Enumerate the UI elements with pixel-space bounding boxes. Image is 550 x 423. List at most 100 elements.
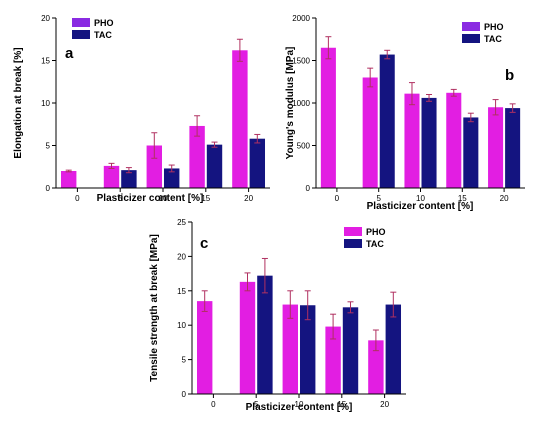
error-bar-tac-5 bbox=[384, 49, 391, 60]
error-bar-tac-5 bbox=[125, 167, 132, 174]
error-bar-tac-15 bbox=[211, 141, 218, 148]
panel-c-legend: PHO TAC bbox=[344, 227, 386, 249]
bar-pho-15 bbox=[189, 125, 205, 188]
error-bar-tac-15 bbox=[347, 301, 354, 314]
panel-b-legend-label-tac: TAC bbox=[484, 34, 502, 44]
bar-pho-20 bbox=[232, 50, 248, 188]
bar-pho-0 bbox=[196, 301, 213, 394]
error-bar-pho-10 bbox=[287, 290, 294, 319]
panel-b-bars bbox=[320, 36, 521, 188]
bar-tac-5 bbox=[121, 170, 137, 188]
x-tick-label: 15 bbox=[201, 194, 210, 203]
y-tick-label: 0 bbox=[182, 390, 187, 399]
error-bar-tac-10 bbox=[426, 94, 433, 102]
x-tick-label: 15 bbox=[458, 194, 467, 203]
error-bar-pho-15 bbox=[194, 115, 201, 137]
y-tick-label: 500 bbox=[297, 142, 311, 151]
panel-a-xlabel: Plasticizer content [%] bbox=[97, 193, 204, 204]
panel-b-xlabel: Plasticizer content [%] bbox=[367, 201, 474, 212]
y-tick-label: 1000 bbox=[292, 99, 310, 108]
bar-tac-20 bbox=[385, 304, 402, 394]
y-tick-label: 0 bbox=[46, 184, 51, 193]
panel-b-ticks: 0 500 1000 1500 2000 0 5 10 15 20 bbox=[292, 14, 509, 203]
panel-c-ylabel: Tensile strength at break [MPa] bbox=[149, 234, 160, 382]
y-tick-label: 15 bbox=[41, 57, 50, 66]
error-bar-tac-20 bbox=[254, 133, 261, 144]
x-tick-label: 20 bbox=[500, 194, 509, 203]
bar-tac-20 bbox=[505, 108, 521, 188]
panel-a-legend: PHO TAC bbox=[72, 18, 114, 40]
error-bar-pho-20 bbox=[492, 99, 499, 116]
error-bar-pho-0 bbox=[201, 290, 208, 312]
bar-tac-20 bbox=[249, 138, 266, 188]
bar-pho-10 bbox=[282, 304, 298, 394]
panel-b-letter: b bbox=[505, 67, 514, 84]
panel-a-legend-label-pho: PHO bbox=[94, 18, 114, 28]
error-bar-tac-10 bbox=[304, 290, 311, 321]
panel-c: 0 5 10 15 20 25 0 5 10 15 20 c Plasticizer content… bbox=[149, 218, 406, 413]
error-bar-pho-5 bbox=[367, 67, 374, 88]
x-tick-label: 20 bbox=[244, 194, 253, 203]
error-bar-tac-15 bbox=[467, 112, 474, 123]
panel-c-letter: c bbox=[200, 235, 208, 252]
panel-c-ticks: 0 5 10 15 20 25 0 5 10 15 20 bbox=[177, 218, 390, 409]
panel-b-ylabel: Young's modulus [MPa] bbox=[285, 47, 296, 160]
error-bar-pho-15 bbox=[450, 88, 457, 97]
bar-tac-10 bbox=[164, 168, 180, 188]
bar-tac-5 bbox=[257, 275, 273, 394]
panel-b-legend: PHO TAC bbox=[462, 22, 504, 44]
panel-a-bars bbox=[60, 38, 266, 188]
panel-b-legend-label-pho: PHO bbox=[484, 22, 504, 32]
x-tick-label: 0 bbox=[211, 400, 216, 409]
bar-tac-15 bbox=[342, 307, 359, 394]
error-bar-tac-20 bbox=[390, 291, 397, 318]
panel-a: 0 5 10 15 20 0 5 10 15 20 a Plasticizer content [… bbox=[13, 14, 270, 204]
panel-b-legend-swatch-pho bbox=[462, 22, 480, 31]
panel-b: 0 500 1000 1500 2000 0 5 10 15 20 b Plasticizer c… bbox=[285, 14, 525, 212]
x-tick-label: 0 bbox=[75, 194, 80, 203]
y-tick-label: 5 bbox=[46, 142, 51, 151]
bar-pho-15 bbox=[446, 92, 462, 188]
error-bar-pho-0 bbox=[325, 36, 332, 60]
bar-tac-10 bbox=[300, 305, 316, 394]
error-bar-pho-15 bbox=[330, 313, 337, 340]
bar-tac-5 bbox=[379, 54, 395, 188]
x-tick-label: 0 bbox=[335, 194, 340, 203]
y-tick-label: 0 bbox=[306, 184, 311, 193]
y-tick-label: 20 bbox=[41, 14, 50, 23]
bar-pho-10 bbox=[146, 145, 162, 188]
x-tick-label: 10 bbox=[295, 400, 304, 409]
bar-pho-5 bbox=[239, 281, 256, 394]
bar-pho-15 bbox=[325, 326, 341, 394]
x-tick-label: 20 bbox=[380, 400, 389, 409]
error-bar-pho-10 bbox=[151, 132, 158, 159]
panel-c-legend-label-pho: PHO bbox=[366, 227, 386, 237]
error-bar-pho-5 bbox=[108, 162, 115, 169]
error-bar-tac-10 bbox=[168, 164, 175, 173]
panel-a-legend-label-tac: TAC bbox=[94, 30, 112, 40]
panel-c-xlabel: Plasticizer content [%] bbox=[246, 402, 353, 413]
x-tick-label: 10 bbox=[416, 194, 425, 203]
panel-c-bars bbox=[196, 257, 402, 394]
bar-pho-20 bbox=[488, 107, 504, 188]
panel-b-legend-swatch-tac bbox=[462, 34, 480, 43]
bar-pho-10 bbox=[404, 93, 420, 188]
y-tick-label: 10 bbox=[177, 321, 186, 330]
y-tick-label: 15 bbox=[177, 287, 186, 296]
panel-a-ylabel: Elongation at break [%] bbox=[13, 47, 24, 158]
error-bar-pho-0 bbox=[65, 169, 72, 173]
error-bar-pho-10 bbox=[408, 82, 415, 106]
y-tick-label: 5 bbox=[182, 356, 187, 365]
panel-c-legend-swatch-pho bbox=[344, 227, 362, 236]
panel-a-legend-swatch-pho bbox=[72, 18, 90, 27]
bar-pho-0 bbox=[60, 171, 77, 188]
error-bar-pho-20 bbox=[236, 38, 243, 62]
bar-pho-5 bbox=[362, 77, 378, 188]
panel-c-legend-label-tac: TAC bbox=[366, 239, 384, 249]
y-tick-label: 25 bbox=[177, 218, 186, 227]
y-tick-label: 20 bbox=[177, 252, 186, 261]
bar-pho-20 bbox=[368, 340, 384, 394]
panel-a-letter: a bbox=[65, 45, 74, 62]
error-bar-pho-5 bbox=[244, 272, 251, 292]
bar-tac-15 bbox=[463, 117, 479, 188]
